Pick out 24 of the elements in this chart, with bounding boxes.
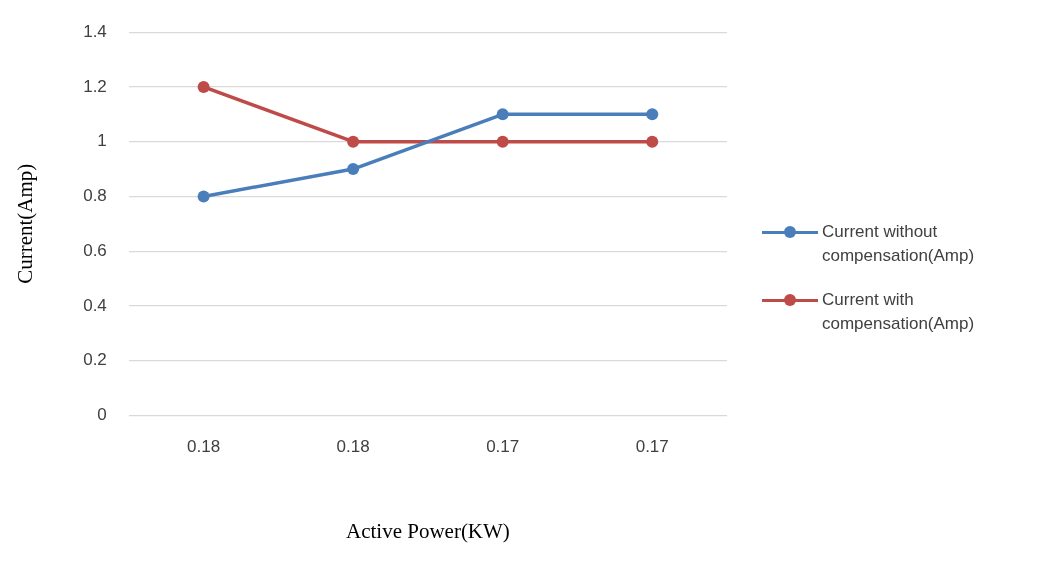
point bbox=[496, 108, 509, 121]
y-tick-label: 0.6 bbox=[83, 240, 107, 260]
point bbox=[347, 135, 360, 148]
y-tick-label: 0.4 bbox=[83, 295, 107, 315]
point bbox=[496, 135, 509, 148]
point bbox=[646, 135, 659, 148]
y-tick-label: 0.2 bbox=[83, 350, 107, 370]
x-tick-label: 0.17 bbox=[635, 437, 669, 457]
y-tick-label: 0 bbox=[97, 405, 107, 425]
x-tick-label: 0.18 bbox=[336, 437, 370, 457]
point bbox=[347, 163, 360, 176]
y-axis-title: Current(Amp) bbox=[13, 163, 38, 284]
point bbox=[646, 108, 659, 121]
legend-label: Current with compensation(Amp) bbox=[822, 289, 976, 335]
point bbox=[197, 80, 210, 93]
x-tick-label: 0.18 bbox=[187, 437, 221, 457]
point bbox=[197, 190, 210, 203]
y-tick-label: 1.4 bbox=[83, 21, 107, 41]
x-tick-label: 0.17 bbox=[486, 437, 520, 457]
legend-label: Current without compensation(Amp) bbox=[822, 221, 976, 267]
y-tick-label: 0.8 bbox=[83, 186, 107, 206]
y-tick-label: 1.2 bbox=[83, 76, 107, 96]
x-axis-title: Active Power(KW) bbox=[345, 518, 510, 543]
y-tick-label: 1 bbox=[97, 131, 107, 151]
